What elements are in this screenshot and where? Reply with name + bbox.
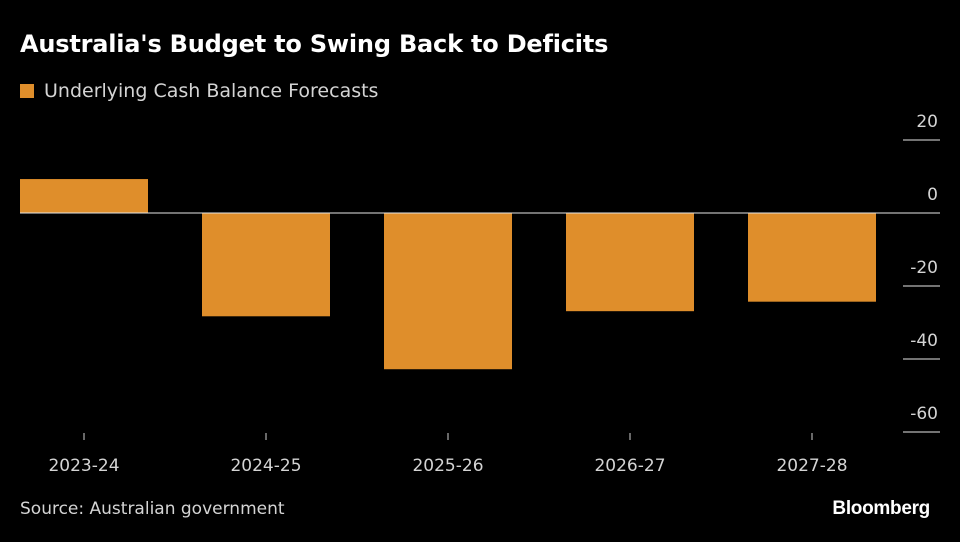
y-tick-label: -20 — [910, 258, 938, 278]
x-tick-label: 2023-24 — [48, 456, 119, 476]
bar-2025-26 — [384, 213, 512, 370]
bar-2023-24 — [20, 179, 148, 213]
x-tick-label: 2025-26 — [412, 456, 483, 476]
y-tick-label: 20 — [916, 112, 938, 132]
x-tick-label: 2024-25 — [230, 456, 301, 476]
legend: Underlying Cash Balance Forecasts — [20, 80, 378, 102]
source-note: Source: Australian government — [20, 499, 285, 519]
legend-swatch — [20, 84, 34, 98]
x-tick-label: 2027-28 — [776, 456, 847, 476]
y-tick-label: -40 — [910, 331, 938, 351]
chart-title: Australia's Budget to Swing Back to Defi… — [20, 30, 609, 58]
y-tick-label: -60 — [910, 404, 938, 424]
bar-2026-27 — [566, 213, 694, 312]
bar-2027-28 — [748, 213, 876, 302]
bloomberg-logo: Bloomberg — [832, 498, 930, 519]
x-tick-label: 2026-27 — [594, 456, 665, 476]
bar-2024-25 — [202, 213, 330, 317]
legend-label: Underlying Cash Balance Forecasts — [44, 80, 379, 102]
y-tick-label: 0 — [927, 185, 938, 205]
